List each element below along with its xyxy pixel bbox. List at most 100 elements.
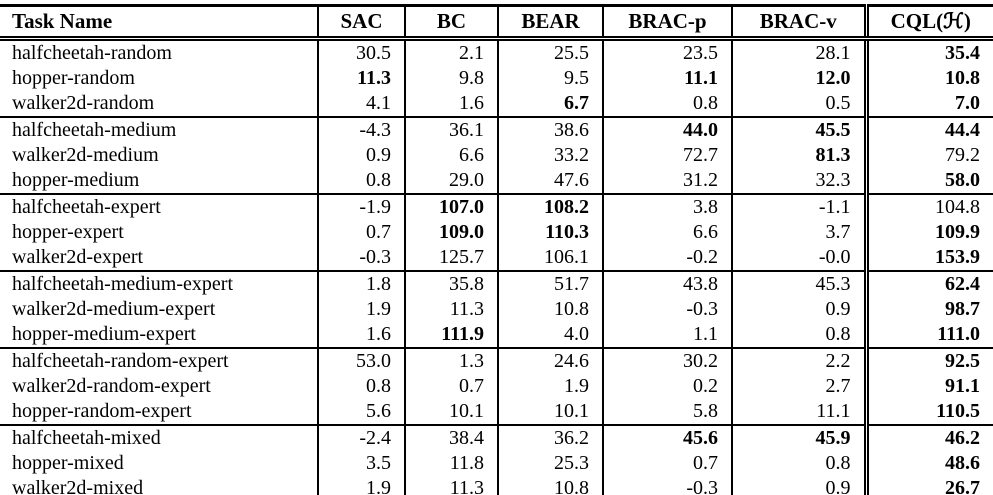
task-name-cell: hopper-medium-expert bbox=[12, 323, 196, 345]
value-cell-cql-h: 79.2 bbox=[863, 143, 993, 168]
value-cell-brac-v: -1.1 bbox=[731, 193, 866, 220]
value-cell-bear: 110.3 bbox=[497, 220, 603, 245]
table-row: halfcheetah-expert -1.9 107.0 108.2 3.8 -1.1 1… bbox=[0, 193, 993, 220]
value-cell-sac: 1.9 bbox=[317, 297, 405, 322]
value-cell-brac-v: 2.7 bbox=[731, 374, 866, 399]
value-cell-bc: 9.8 bbox=[404, 66, 498, 91]
value-cell-brac-p: 0.8 bbox=[602, 91, 732, 117]
task-name-cell: walker2d-random bbox=[12, 92, 155, 114]
value-cell-sac: 0.8 bbox=[317, 374, 405, 399]
value-cell-brac-p: 6.6 bbox=[602, 220, 732, 245]
value-cell-sac: 1.9 bbox=[317, 476, 405, 495]
value-cell-brac-p: 1.1 bbox=[602, 322, 732, 348]
value-cell-cql-h: 35.4 bbox=[863, 38, 993, 66]
value-cell-bc: 38.4 bbox=[404, 424, 498, 451]
value-cell-brac-p: 11.1 bbox=[602, 66, 732, 91]
value-cell-bear: 4.0 bbox=[497, 322, 603, 348]
value-cell-cql-h: 104.8 bbox=[863, 193, 993, 220]
value-cell-bear: 10.8 bbox=[497, 297, 603, 322]
table-row: halfcheetah-medium-expert 1.8 35.8 51.7 43.8… bbox=[0, 270, 993, 297]
value-cell-brac-v: 32.3 bbox=[731, 168, 866, 194]
value-cell-bc: 36.1 bbox=[404, 116, 498, 143]
task-name-cell: halfcheetah-medium-expert bbox=[0, 270, 318, 297]
value-cell-brac-v: 12.0 bbox=[731, 66, 866, 91]
task-name-cell: halfcheetah-random bbox=[12, 42, 172, 64]
value-cell-brac-p: 23.5 bbox=[602, 38, 732, 66]
table-row: halfcheetah-random 30.5 2.1 25.5 23.5 28.1 35.… bbox=[0, 38, 993, 66]
value-cell-sac: 4.1 bbox=[317, 91, 405, 117]
table-header: Task Name SAC BC BEAR BRAC-p BRAC-v CQL(ℋ) bbox=[0, 5, 993, 41]
table-row: walker2d-medium 0.9 6.6 33.2 72.7 81.3 79.2 bbox=[0, 143, 993, 168]
value-cell-bear: 47.6 bbox=[497, 168, 603, 194]
task-name-cell: walker2d-mixed bbox=[12, 477, 144, 495]
table-row: walker2d-random 4.1 1.6 6.7 0.8 0.5 7.0 bbox=[0, 91, 993, 117]
table-row: hopper-medium 0.8 29.0 47.6 31.2 32.3 58.0 bbox=[0, 168, 993, 194]
value-cell-brac-p: -0.3 bbox=[602, 476, 732, 495]
value-cell-cql-h: 10.8 bbox=[863, 66, 993, 91]
value-cell-cql-h: 26.7 bbox=[863, 476, 993, 495]
value-cell-sac: 1.8 bbox=[317, 270, 405, 297]
value-cell-cql-h: 109.9 bbox=[863, 220, 993, 245]
value-cell-cql-h: 111.0 bbox=[863, 322, 993, 348]
value-cell-bear: 1.9 bbox=[497, 374, 603, 399]
value-cell-bear: 25.3 bbox=[497, 451, 603, 476]
value-cell-brac-p: 0.7 bbox=[602, 451, 732, 476]
value-cell-cql-h: 7.0 bbox=[863, 91, 993, 117]
column-header-bear: BEAR bbox=[497, 5, 603, 41]
value-cell-bear: 36.2 bbox=[497, 424, 603, 451]
task-name-cell: walker2d-random-expert bbox=[12, 375, 211, 397]
value-cell-brac-v: 45.3 bbox=[731, 270, 866, 297]
value-cell-sac: -0.3 bbox=[317, 245, 405, 271]
task-name-cell: halfcheetah-expert bbox=[0, 193, 318, 220]
value-cell-sac: 1.6 bbox=[317, 322, 405, 348]
value-cell-brac-p: -0.2 bbox=[602, 245, 732, 271]
table-row: walker2d-random-expert 0.8 0.7 1.9 0.2 2.7 91.… bbox=[0, 374, 993, 399]
value-cell-bear: 10.8 bbox=[497, 476, 603, 495]
task-name-cell: hopper-random-expert bbox=[12, 400, 192, 422]
value-cell-bc: 11.8 bbox=[404, 451, 498, 476]
value-cell-bc: 107.0 bbox=[404, 193, 498, 220]
value-cell-brac-v: 0.9 bbox=[731, 476, 866, 495]
column-header-task-name: Task Name bbox=[0, 5, 318, 41]
value-cell-cql-h: 44.4 bbox=[863, 116, 993, 143]
task-name-cell: hopper-random bbox=[12, 67, 135, 89]
value-cell-brac-p: 44.0 bbox=[602, 116, 732, 143]
value-cell-brac-p: 72.7 bbox=[602, 143, 732, 168]
header-row: Task Name SAC BC BEAR BRAC-p BRAC-v CQL(ℋ) bbox=[0, 5, 993, 41]
value-cell-cql-h: 92.5 bbox=[863, 347, 993, 374]
value-cell-brac-p: 31.2 bbox=[602, 168, 732, 194]
value-cell-sac: 53.0 bbox=[317, 347, 405, 374]
task-name-cell: walker2d-medium-expert bbox=[12, 298, 216, 320]
task-name-cell: hopper-mixed bbox=[12, 452, 124, 474]
value-cell-brac-p: 45.6 bbox=[602, 424, 732, 451]
value-cell-sac: -1.9 bbox=[317, 193, 405, 220]
value-cell-bc: 6.6 bbox=[404, 143, 498, 168]
table-row: hopper-mixed 3.5 11.8 25.3 0.7 0.8 48.6 bbox=[0, 451, 993, 476]
value-cell-brac-p: 3.8 bbox=[602, 193, 732, 220]
value-cell-bear: 106.1 bbox=[497, 245, 603, 271]
value-cell-cql-h: 48.6 bbox=[863, 451, 993, 476]
value-cell-sac: -4.3 bbox=[317, 116, 405, 143]
value-cell-cql-h: 46.2 bbox=[863, 424, 993, 451]
value-cell-brac-v: 0.8 bbox=[731, 451, 866, 476]
value-cell-sac: 5.6 bbox=[317, 399, 405, 425]
value-cell-bc: 111.9 bbox=[404, 322, 498, 348]
value-cell-cql-h: 62.4 bbox=[863, 270, 993, 297]
value-cell-bc: 10.1 bbox=[404, 399, 498, 425]
value-cell-bear: 25.5 bbox=[497, 38, 603, 66]
value-cell-brac-v: 3.7 bbox=[731, 220, 866, 245]
value-cell-sac: 3.5 bbox=[317, 451, 405, 476]
value-cell-cql-h: 110.5 bbox=[863, 399, 993, 425]
task-name-cell: walker2d-expert bbox=[12, 246, 144, 268]
table-row: walker2d-medium-expert 1.9 11.3 10.8 -0.3 0.9… bbox=[0, 297, 993, 322]
value-cell-bear: 51.7 bbox=[497, 270, 603, 297]
value-cell-cql-h: 58.0 bbox=[863, 168, 993, 194]
value-cell-brac-v: 81.3 bbox=[731, 143, 866, 168]
value-cell-bc: 35.8 bbox=[404, 270, 498, 297]
value-cell-bear: 108.2 bbox=[497, 193, 603, 220]
value-cell-bc: 125.7 bbox=[404, 245, 498, 271]
value-cell-bear: 24.6 bbox=[497, 347, 603, 374]
results-table: Task Name SAC BC BEAR BRAC-p BRAC-v CQL(ℋ) hal… bbox=[0, 4, 993, 495]
column-header-cql-h: CQL(ℋ) bbox=[863, 5, 993, 41]
